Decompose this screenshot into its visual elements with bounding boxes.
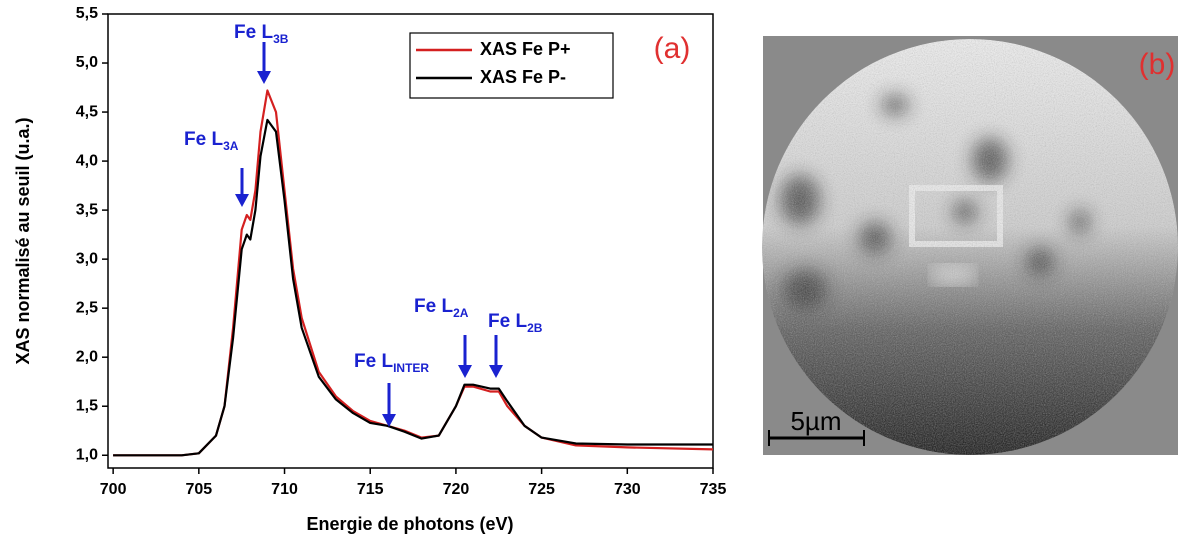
y-axis-label: XAS normalisé au seuil (u.a.) [13,117,33,364]
annotation-text: Fe L [234,22,273,43]
annotation-arrowhead [257,71,271,84]
y-tick-label: 2,0 [76,348,98,365]
legend-box [409,32,614,99]
y-tick-label: 5,5 [76,5,98,22]
annotation-arrowhead [489,365,503,378]
annotation-text: Fe L [354,351,393,372]
panel-label: (b) [1139,48,1176,81]
x-tick-label: 715 [357,481,384,498]
annotation-text: Fe L [184,129,223,150]
y-tick-label: 3,5 [76,201,98,218]
y-tick-label: 2,5 [76,299,98,316]
annotation: Fe L3A [184,129,239,153]
x-tick-label: 710 [271,481,298,498]
y-tick-label: 4,5 [76,103,98,120]
x-tick-label: 720 [443,481,470,498]
scale-bar-label: 5µm [790,406,841,436]
y-tick-label: 5,0 [76,54,98,71]
x-tick-label: 725 [528,481,555,498]
plot-frame [107,13,714,469]
annotation-arrowhead [458,365,472,378]
annotation: Fe LINTER [354,351,429,375]
annotation-subscript: 2B [527,321,543,335]
annotation-subscript: 3B [273,32,289,46]
x-tick-label: 705 [185,481,212,498]
annotation: Fe L2B [488,311,543,335]
y-tick-label: 1,0 [76,446,98,463]
microscope-image [762,39,1178,455]
y-tick-label: 1,5 [76,397,98,414]
annotation-arrowhead [382,414,396,427]
annotation-arrowhead [235,194,249,207]
panel-label: (a) [654,32,691,65]
legend-label: XAS Fe P- [480,67,566,87]
y-tick-label: 3,0 [76,250,98,267]
x-axis-label: Energie de photons (eV) [306,514,513,534]
annotation-text: Fe L [414,296,453,317]
annotation-subscript: 3A [223,139,239,153]
y-tick-label: 4,0 [76,152,98,169]
annotation-subscript: INTER [393,361,429,375]
x-tick-label: 700 [100,481,127,498]
x-tick-label: 735 [700,481,727,498]
annotation-subscript: 2A [453,306,469,320]
image-panel: 5µm (b) [762,36,1178,455]
annotation-text: Fe L [488,311,527,332]
annotation: Fe L3B [234,22,289,46]
x-tick-label: 730 [614,481,641,498]
legend-label: XAS Fe P+ [480,39,571,59]
series-line [113,118,713,457]
annotation: Fe L2A [414,296,469,320]
